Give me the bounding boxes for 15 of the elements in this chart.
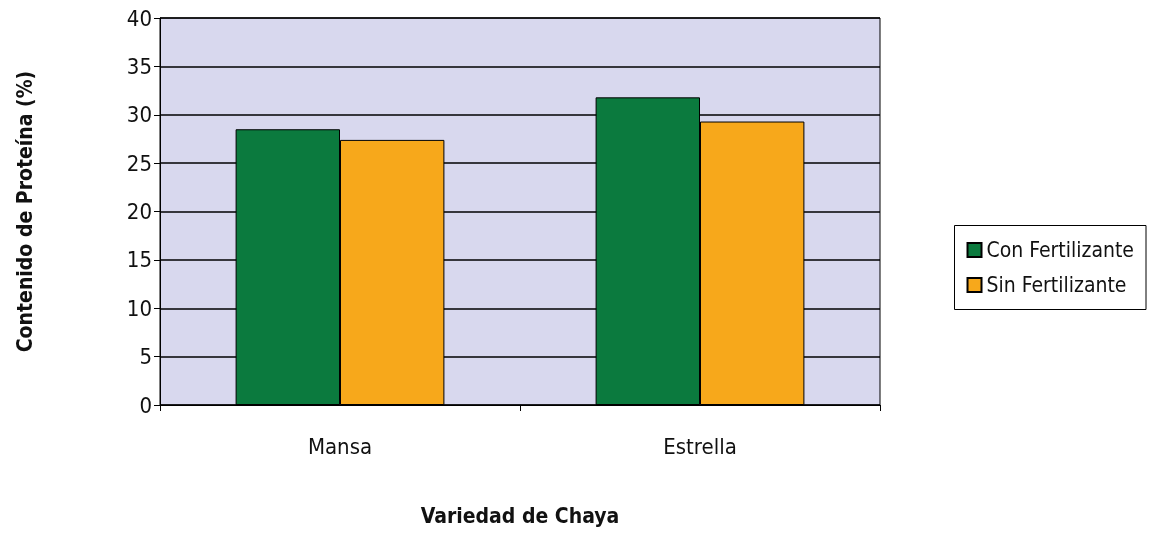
y-tick-label: 25 — [126, 150, 152, 176]
y-tick-label: 40 — [126, 5, 152, 31]
y-tick-label: 30 — [126, 102, 152, 128]
y-tick-label: 0 — [139, 392, 152, 418]
legend-label: Con Fertilizante — [986, 238, 1135, 262]
y-tick-label: 5 — [139, 344, 152, 370]
y-tick-label: 15 — [126, 247, 152, 273]
legend-label: Sin Fertilizante — [986, 273, 1127, 297]
x-tick-label: Mansa — [307, 433, 373, 459]
y-tick-label: 10 — [126, 295, 152, 321]
y-axis-title: Contenido de Proteína (%) — [12, 70, 37, 353]
x-tick-label: Estrella — [663, 433, 737, 459]
x-axis-title: Variedad de Chaya — [420, 503, 620, 528]
y-tick-label: 35 — [126, 53, 152, 79]
y-tick-label: 20 — [126, 199, 152, 224]
